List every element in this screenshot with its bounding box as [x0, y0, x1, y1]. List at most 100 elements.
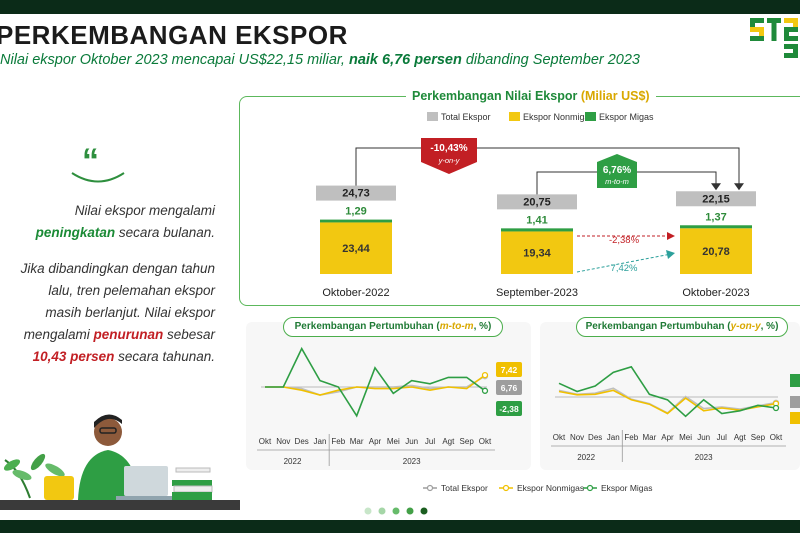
narrative-line: masih berlanjut. Nilai ekspor	[45, 305, 215, 320]
legend-label: Total Ekspor	[441, 112, 491, 122]
bar-migas	[680, 225, 752, 229]
end-value-box	[496, 362, 522, 377]
narrative-text: sebesar	[163, 327, 215, 342]
x-tick-label: Nov	[276, 437, 290, 446]
bar-nonmigas	[320, 222, 392, 274]
subtitle-text-end: dibanding September 2023	[461, 52, 640, 68]
narrative-paragraph-1: Nilai ekspor mengalami peningkatan secar…	[0, 200, 215, 244]
category-label: September-2023	[496, 287, 578, 299]
label-total: 20,75	[523, 196, 551, 208]
legend-marker	[502, 484, 510, 492]
subtitle-highlight: naik 6,76 persen	[348, 52, 462, 68]
x-tick-label: Jun	[697, 433, 710, 442]
end-value-box-clipped	[790, 412, 800, 424]
year-label: 2022	[577, 453, 595, 462]
x-tick-label: Feb	[331, 437, 345, 446]
mtm-value: 6,76%	[603, 165, 631, 176]
line-chart-legend: Total Ekspor Ekspor Nonmigas Ekspor Migas	[423, 483, 653, 493]
x-tick-label: Mei	[679, 433, 692, 442]
end-value-label: -2,38	[499, 404, 519, 414]
page-subtitle: Nilai ekspor Oktober 2023 mencapai US$22…	[0, 52, 640, 68]
mtm-chart-title: Perkembangan Pertumbuhan (m-to-m, %)	[283, 317, 503, 337]
mtm-label: m-to-m	[605, 177, 629, 186]
end-value-box	[496, 401, 522, 416]
highlight-percent: 10,43 persen	[32, 349, 115, 364]
page-title: PERKEMBANGAN EKSPOR	[0, 20, 348, 50]
year-label: 2022	[284, 457, 302, 466]
yoy-arrowhead	[734, 183, 744, 191]
bar-nonmigas	[501, 231, 573, 274]
worker-illustration	[0, 414, 240, 510]
yoy-value: -10,43%	[430, 143, 467, 154]
narrative-text: secara tahunan.	[114, 349, 215, 364]
legend-label: Ekspor Migas	[599, 112, 654, 122]
bar-chart-title-unit: (Miliar US$)	[580, 89, 650, 103]
x-tick-label: Jun	[405, 437, 418, 446]
end-value-box-clipped	[790, 374, 800, 387]
smile-icon	[71, 172, 125, 183]
legend-marker	[426, 484, 434, 492]
slide-dot	[420, 507, 428, 515]
label-nonmigas: 20,78	[702, 246, 730, 258]
legend-label: Ekspor Nonmigas	[517, 483, 584, 493]
bar-chart-title-text: Perkembangan Nilai Ekspor	[412, 89, 581, 103]
x-tick-label: Jul	[425, 437, 435, 446]
export-bar-chart: Total Ekspor Ekspor Nonmigas Ekspor Migas 2…	[316, 112, 756, 299]
legend-swatch	[585, 112, 596, 121]
x-tick-label: Mar	[643, 433, 657, 442]
nonmigas-growth-label: 7,42%	[611, 263, 638, 274]
label-nonmigas: 19,34	[523, 248, 551, 260]
x-tick-label: Apr	[661, 433, 674, 442]
end-value-label: 7,42	[501, 365, 518, 375]
plant-icon	[3, 453, 74, 500]
legend-label: Ekspor Migas	[601, 483, 653, 493]
mtm-growth-panel	[246, 322, 531, 470]
laptop-icon	[116, 466, 176, 500]
x-tick-label: Mei	[387, 437, 400, 446]
x-tick-label: Feb	[624, 433, 638, 442]
narrative-paragraph-2: Jika dibandingkan dengan tahun lalu, tre…	[0, 258, 215, 368]
year-label: 2023	[403, 457, 421, 466]
yoy-title-text: Perkembangan Pertumbuhan	[585, 321, 728, 332]
x-tick-label: Okt	[770, 433, 783, 442]
line-total-ekspor	[265, 375, 486, 396]
line-end-marker	[481, 371, 489, 379]
st2023-logo: ST2023	[750, 18, 798, 59]
narrative-line: Jika dibandingkan dengan tahun	[20, 261, 215, 276]
line-ekspor-nonmigas	[265, 374, 486, 396]
yoy-badge	[421, 138, 477, 174]
narrative-line: 10,43 persen secara tahunan.	[0, 346, 215, 368]
yoy-connector	[355, 147, 740, 188]
total-box	[497, 194, 577, 210]
bar-migas	[501, 228, 573, 232]
narrative-text: mengalami	[23, 327, 94, 342]
mtm-title-post: , %)	[473, 321, 492, 332]
end-value-box-clipped	[790, 396, 800, 408]
mtm-line-chart: Okt Nov Des Jan Feb Mar Apr Mei Jun Jul Agt Sep Okt 2…	[257, 346, 522, 466]
narrative-line: mengalami penurunan sebesar	[0, 324, 215, 346]
x-tick-label: Sep	[751, 433, 766, 442]
x-tick-label: Okt	[479, 437, 492, 446]
logo-text: ST2023	[767, 54, 782, 59]
legend-label: Total Ekspor	[441, 483, 488, 493]
line-end-marker	[772, 404, 780, 412]
narrative-line: Nilai ekspor mengalami	[74, 203, 215, 218]
label-migas: 1,37	[705, 211, 726, 223]
label-total: 24,73	[342, 188, 370, 200]
mtm-title-mode: m-to-m	[439, 321, 474, 332]
bottom-banner	[0, 520, 800, 533]
narrative-line: lalu, tren pelemahan ekspor	[48, 283, 215, 298]
top-banner	[0, 0, 800, 14]
mtm-badge	[597, 154, 637, 188]
nonmigas-growth-arrowhead	[666, 250, 675, 259]
legend-swatch	[427, 112, 438, 121]
migas-growth-label: -2,38%	[609, 235, 640, 246]
legend-label: Ekspor Nonmigas	[523, 112, 595, 122]
slide-dot	[364, 507, 372, 515]
x-tick-label: Agt	[734, 433, 747, 442]
x-tick-label: Okt	[259, 437, 272, 446]
slide-indicator	[364, 507, 428, 515]
nonmigas-growth-arrow	[576, 253, 672, 273]
yoy-chart-title: Perkembangan Pertumbuhan (y-on-y, %)	[576, 317, 788, 337]
label-total: 22,15	[702, 193, 730, 205]
